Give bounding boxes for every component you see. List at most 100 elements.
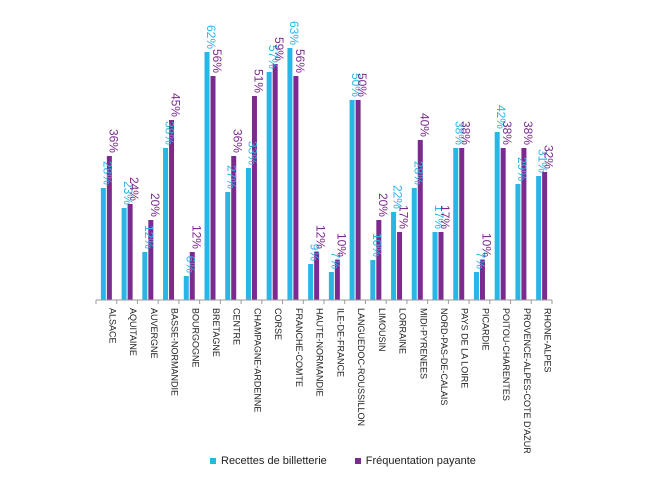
bar-frequentation-corse bbox=[272, 64, 278, 300]
bar-frequentation-pays-de-la-loire bbox=[459, 148, 465, 300]
legend: Recettes de billetterie Fréquentation pa… bbox=[210, 455, 476, 467]
bar-recettes-centre bbox=[225, 192, 231, 300]
value-label-recettes-rhone-alpes: 31% bbox=[536, 149, 550, 173]
bar-frequentation-nord-pas-de-calais bbox=[438, 232, 444, 300]
bar-frequentation-bretagne bbox=[210, 76, 216, 300]
value-label-frequentation-lorraine: 17% bbox=[397, 205, 411, 229]
bar-recettes-midi-pyrenees bbox=[411, 188, 417, 300]
value-label-recettes-provence-alpes-cote-d-azur: 29% bbox=[515, 157, 529, 181]
category-label-ile-de-france: ILE-DE-FRANCE bbox=[335, 308, 345, 377]
category-label-centre: CENTRE bbox=[232, 308, 242, 345]
value-label-frequentation-haute-normandie: 12% bbox=[314, 225, 328, 249]
value-label-recettes-corse: 57% bbox=[266, 45, 280, 69]
category-label-lorraine: LORRAINE bbox=[398, 308, 408, 354]
bar-recettes-picardie bbox=[473, 272, 479, 300]
legend-swatch-recettes bbox=[210, 458, 216, 464]
bar-recettes-languedoc-roussillon bbox=[349, 100, 355, 300]
value-label-recettes-pays-de-la-loire: 38% bbox=[453, 121, 467, 145]
bar-frequentation-picardie bbox=[479, 260, 485, 300]
value-label-recettes-nord-pas-de-calais: 17% bbox=[432, 205, 446, 229]
bar-frequentation-poitou-charentes bbox=[500, 148, 506, 300]
bar-recettes-nord-pas-de-calais bbox=[432, 232, 438, 300]
bar-recettes-provence-alpes-cote-d-azur bbox=[515, 184, 521, 300]
value-label-frequentation-corse: 59% bbox=[272, 37, 286, 61]
value-label-recettes-champagne-ardenne: 33% bbox=[245, 141, 259, 165]
value-label-frequentation-picardie: 10% bbox=[479, 233, 493, 257]
bar-frequentation-alsace bbox=[106, 156, 112, 300]
value-label-frequentation-bourgogne: 12% bbox=[189, 225, 203, 249]
value-label-frequentation-midi-pyrenees: 40% bbox=[417, 113, 431, 137]
bar-frequentation-champagne-ardenne bbox=[251, 96, 257, 300]
bar-recettes-basse-normandie bbox=[163, 148, 169, 300]
value-labels-group: 28%36%23%24%12%20%38%45%6%12%62%56%27%36… bbox=[100, 21, 555, 273]
value-label-frequentation-pays-de-la-loire: 38% bbox=[459, 121, 473, 145]
category-label-basse-normandie: BASSE-NORMANDIE bbox=[170, 308, 180, 396]
category-label-bretagne: BRETAGNE bbox=[211, 308, 221, 357]
bar-frequentation-limousin bbox=[376, 220, 382, 300]
bar-recettes-aquitaine bbox=[121, 208, 127, 300]
value-label-frequentation-alsace: 36% bbox=[106, 129, 120, 153]
bar-recettes-limousin bbox=[370, 260, 376, 300]
value-label-recettes-franche-comte: 63% bbox=[287, 21, 301, 45]
bar-recettes-champagne-ardenne bbox=[245, 168, 251, 300]
value-label-frequentation-languedoc-roussillon: 50% bbox=[355, 73, 369, 97]
bar-frequentation-ile-de-france bbox=[334, 260, 340, 300]
value-label-frequentation-franche-comte: 56% bbox=[293, 49, 307, 73]
legend-swatch-frequentation bbox=[354, 458, 361, 464]
legend-item-frequentation: Fréquentation payante bbox=[354, 455, 476, 467]
bar-recettes-haute-normandie bbox=[308, 264, 314, 300]
value-label-frequentation-rhone-alpes: 32% bbox=[542, 145, 556, 169]
value-label-recettes-basse-normandie: 38% bbox=[163, 121, 177, 145]
bar-frequentation-aquitaine bbox=[127, 204, 133, 300]
category-label-nord-pas-de-calais: NORD-PAS-DE-CALAIS bbox=[439, 308, 449, 405]
category-label-languedoc-roussillon: LANGUEDOC-ROUSSILLON bbox=[356, 308, 366, 426]
value-label-recettes-haute-normandie: 9% bbox=[308, 244, 322, 262]
legend-label-recettes: Recettes de billetterie bbox=[221, 455, 327, 467]
value-label-frequentation-nord-pas-de-calais: 17% bbox=[438, 205, 452, 229]
bar-recettes-corse bbox=[266, 72, 272, 300]
bar-frequentation-languedoc-roussillon bbox=[355, 100, 361, 300]
category-label-aquitaine: AQUITAINE bbox=[128, 308, 138, 356]
bar-frequentation-midi-pyrenees bbox=[417, 140, 423, 300]
value-label-recettes-bourgogne: 6% bbox=[183, 256, 197, 274]
category-label-champagne-ardenne: CHAMPAGNE-ARDENNE bbox=[252, 308, 262, 412]
value-label-recettes-poitou-charentes: 42% bbox=[494, 105, 508, 129]
value-label-recettes-lorraine: 22% bbox=[391, 185, 405, 209]
category-label-alsace: ALSACE bbox=[107, 308, 117, 344]
bar-frequentation-centre bbox=[231, 156, 237, 300]
category-label-rhone-alpes: RHONE-ALPES bbox=[543, 308, 553, 373]
bar-recettes-ile-de-france bbox=[328, 272, 334, 300]
bar-frequentation-basse-normandie bbox=[169, 120, 175, 300]
value-label-recettes-ile-de-france: 7% bbox=[328, 252, 342, 270]
bar-frequentation-lorraine bbox=[397, 232, 403, 300]
value-label-frequentation-bretagne: 56% bbox=[210, 49, 224, 73]
bar-recettes-bretagne bbox=[204, 52, 210, 300]
category-label-franche-comte: FRANCHE-COMTE bbox=[294, 308, 304, 387]
bar-recettes-alsace bbox=[100, 188, 106, 300]
bar-recettes-lorraine bbox=[391, 212, 397, 300]
category-label-poitou-charentes: POITOU-CHARENTES bbox=[501, 308, 511, 401]
value-label-frequentation-limousin: 20% bbox=[376, 193, 390, 217]
category-label-auvergne: AUVERGNE bbox=[149, 308, 159, 359]
value-label-recettes-picardie: 7% bbox=[473, 252, 487, 270]
bar-frequentation-bourgogne bbox=[189, 252, 195, 300]
value-label-recettes-bretagne: 62% bbox=[204, 25, 218, 49]
value-label-frequentation-basse-normandie: 45% bbox=[169, 93, 183, 117]
value-label-frequentation-champagne-ardenne: 51% bbox=[251, 69, 265, 93]
value-label-recettes-aquitaine: 23% bbox=[121, 181, 135, 205]
x-ticks-group bbox=[95, 300, 553, 304]
bar-recettes-franche-comte bbox=[287, 48, 293, 300]
value-label-recettes-centre: 27% bbox=[225, 165, 239, 189]
bars-group bbox=[100, 48, 548, 300]
category-label-bourgogne: BOURGOGNE bbox=[190, 308, 200, 368]
bar-frequentation-auvergne bbox=[148, 220, 154, 300]
category-label-haute-normandie: HAUTE-NORMANDIE bbox=[315, 308, 325, 397]
bar-recettes-pays-de-la-loire bbox=[453, 148, 459, 300]
bar-recettes-rhone-alpes bbox=[536, 176, 542, 300]
value-label-frequentation-auvergne: 20% bbox=[148, 193, 162, 217]
bar-frequentation-franche-comte bbox=[293, 76, 299, 300]
value-label-frequentation-poitou-charentes: 38% bbox=[500, 121, 514, 145]
value-label-frequentation-centre: 36% bbox=[231, 129, 245, 153]
bar-recettes-bourgogne bbox=[183, 276, 189, 300]
